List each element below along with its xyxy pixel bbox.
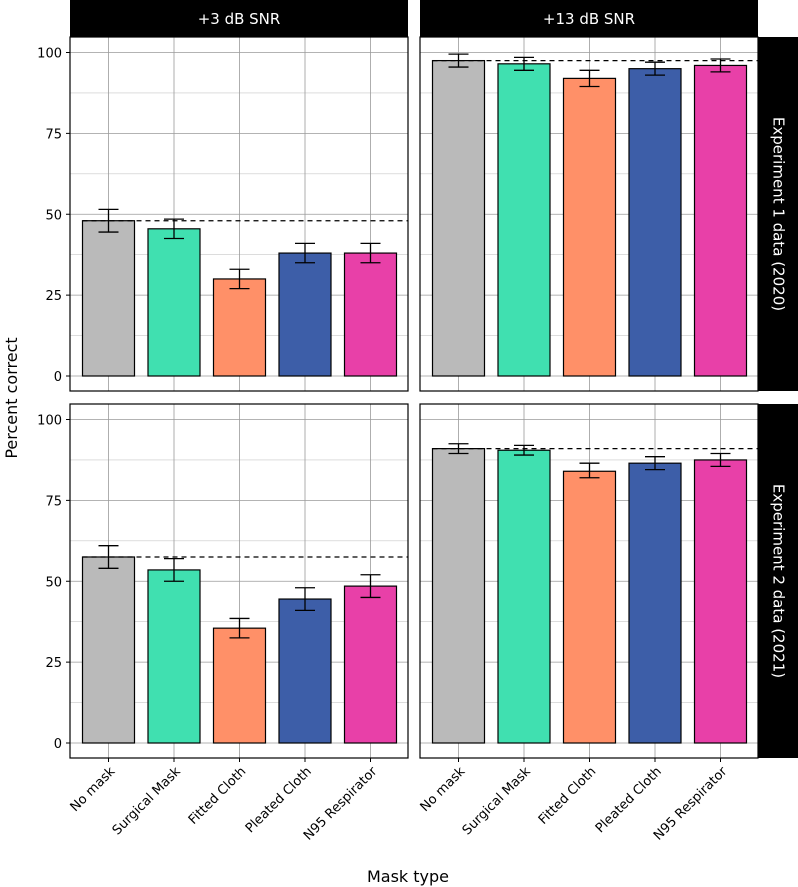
panel-border bbox=[419, 36, 759, 392]
y-tick-label: 25 bbox=[45, 289, 62, 304]
y-tick-label: 50 bbox=[45, 208, 62, 223]
bar-surgical-mask bbox=[497, 449, 551, 744]
column-strip-label: +13 dB SNR bbox=[543, 10, 635, 28]
bar-no-mask bbox=[81, 556, 136, 744]
column-strip-13-db-snr bbox=[420, 0, 758, 37]
bar-no-mask bbox=[431, 59, 486, 377]
x-tick-label: Surgical Mask bbox=[460, 764, 534, 838]
bar-surgical-mask bbox=[497, 63, 551, 377]
x-tick-label: Pleated Cloth bbox=[243, 764, 315, 836]
y-tick-label: 0 bbox=[54, 737, 62, 752]
row-strip-experiment-2-data-2021 bbox=[758, 404, 798, 758]
row-strip-label: Experiment 1 data (2020) bbox=[770, 117, 788, 311]
bar-fitted-cloth bbox=[212, 627, 267, 744]
bar-n95-respirator bbox=[343, 252, 398, 377]
row-strip-experiment-1-data-2020 bbox=[758, 37, 798, 391]
y-tick-label: 25 bbox=[45, 656, 62, 671]
bar-n95-respirator bbox=[343, 585, 398, 744]
bar-fitted-cloth bbox=[562, 470, 617, 744]
column-strip-label: +3 dB SNR bbox=[198, 10, 281, 28]
y-tick-label: 75 bbox=[45, 494, 62, 509]
y-tick-label: 75 bbox=[45, 127, 62, 142]
x-tick-label: Surgical Mask bbox=[110, 764, 184, 838]
y-tick-label: 0 bbox=[54, 370, 62, 385]
y-axis-title: Percent correct bbox=[2, 337, 21, 458]
panel-experiment-1-data-2020-13-db-snr bbox=[419, 36, 759, 392]
x-tick-label: Fitted Cloth bbox=[186, 764, 249, 827]
x-tick-label: Pleated Cloth bbox=[593, 764, 665, 836]
x-tick-label: No mask bbox=[68, 764, 119, 815]
bar-fitted-cloth bbox=[212, 278, 267, 377]
bar-no-mask bbox=[81, 220, 136, 377]
x-axis-title: Mask type bbox=[367, 867, 449, 886]
x-tick-label: No mask bbox=[418, 764, 469, 815]
bar-no-mask bbox=[431, 448, 486, 744]
bar-n95-respirator bbox=[693, 459, 748, 744]
bar-pleated-cloth bbox=[628, 68, 682, 377]
y-tick-label: 100 bbox=[37, 414, 62, 429]
y-tick-label: 100 bbox=[37, 47, 62, 62]
row-strip-label: Experiment 2 data (2021) bbox=[770, 484, 788, 678]
bar-pleated-cloth bbox=[628, 462, 682, 744]
bar-pleated-cloth bbox=[278, 252, 332, 377]
bar-pleated-cloth bbox=[278, 598, 332, 744]
bar-fitted-cloth bbox=[562, 77, 617, 377]
column-strip-3-db-snr bbox=[70, 0, 408, 37]
x-tick-label: Fitted Cloth bbox=[536, 764, 599, 827]
bar-surgical-mask bbox=[147, 569, 201, 744]
bar-n95-respirator bbox=[693, 64, 748, 377]
bar-surgical-mask bbox=[147, 228, 201, 377]
y-tick-label: 50 bbox=[45, 575, 62, 590]
panel-experiment-1-data-2020-3-db-snr: 0 25 50 75 100 bbox=[37, 36, 409, 392]
